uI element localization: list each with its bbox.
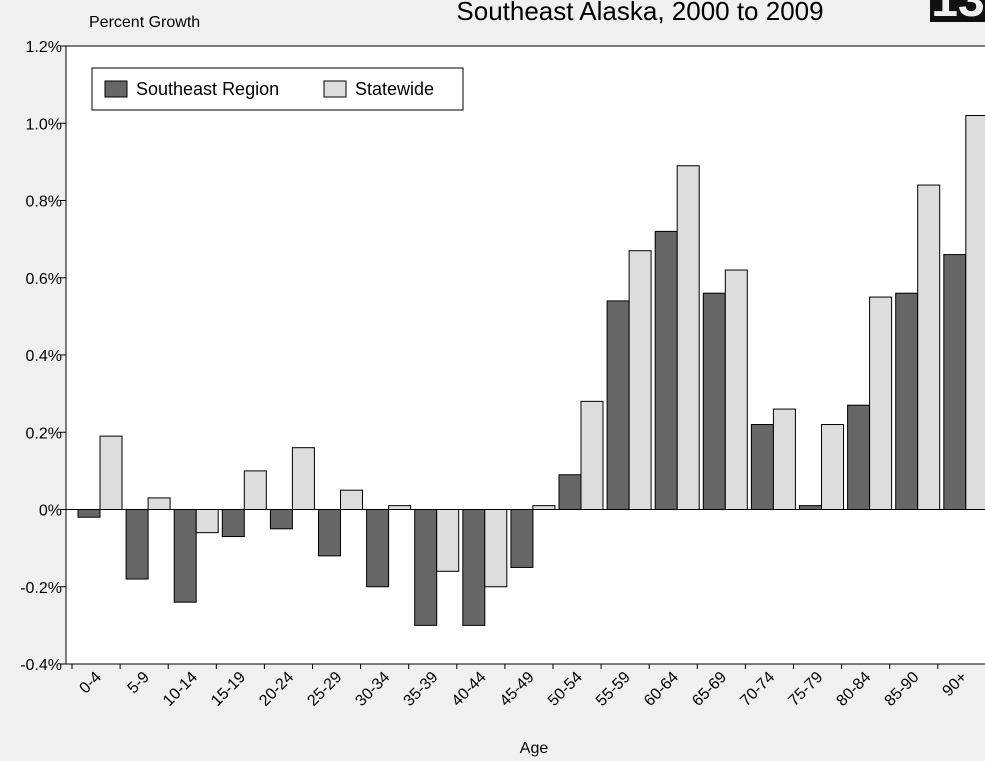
bars-group — [77, 115, 985, 626]
legend: Southeast Region Statewide — [91, 67, 464, 111]
x-tick-label: 50-54 — [545, 669, 586, 710]
legend-box — [91, 67, 464, 111]
page-badge-number: 13 — [931, 0, 984, 27]
bar-statewide-0-4 — [99, 435, 123, 510]
bar-southeast-50-54 — [558, 474, 582, 510]
bar-statewide-50-54 — [580, 400, 604, 511]
bar-southeast-5-9 — [125, 509, 149, 580]
bar-southeast-40-44 — [462, 509, 486, 626]
x-tick-label: 35-39 — [401, 669, 442, 710]
x-tick-label: 30-34 — [352, 669, 393, 710]
y-tick-label: -0.2% — [20, 580, 62, 597]
y-tick-label: 0% — [39, 503, 62, 520]
x-tick-label: 60-64 — [641, 669, 682, 710]
x-tick-label: 85-90 — [882, 669, 923, 710]
x-tick-label: 5-9 — [125, 669, 153, 697]
y-tick-label: 1.2% — [26, 39, 62, 56]
bar-statewide-40-44 — [484, 509, 508, 588]
bar-southeast-75-79 — [799, 505, 822, 511]
x-axis-title: Age — [520, 740, 549, 757]
y-tick-label: 0.8% — [26, 194, 62, 211]
bar-southeast-25-29 — [318, 509, 341, 557]
y-tick-label: -0.4% — [20, 657, 62, 674]
x-tick-label: 25-29 — [304, 669, 345, 710]
legend-label-statewide: Statewide — [355, 79, 434, 99]
bar-statewide-10-14 — [195, 509, 219, 534]
x-axis-ticks: 0-4 5-9 10-14 15-19 20-24 25-29 30-34 35-39 40-4… — [71, 664, 971, 710]
bar-statewide-70-74 — [772, 408, 796, 511]
x-tick-label: 70-74 — [737, 669, 778, 710]
x-tick-label: 20-24 — [256, 669, 297, 710]
x-tick-label: 0-4 — [76, 669, 104, 697]
x-tick-label: 65-69 — [689, 669, 730, 710]
bar-southeast-85-90 — [895, 292, 919, 511]
bar-statewide-25-29 — [340, 489, 363, 510]
x-tick-label: 75-79 — [785, 669, 826, 710]
legend-swatch-southeast — [104, 80, 128, 98]
x-tick-label: 90+ — [939, 669, 970, 700]
x-tick-label: 45-49 — [497, 669, 538, 710]
y-axis-title: Percent Growth — [89, 14, 200, 31]
y-axis-ticks: 1.2% 1.0% 0.8% 0.6% 0.4% 0.2% 0% -0.2% -0.4% — [20, 39, 66, 674]
x-tick-label: 55-59 — [593, 669, 634, 710]
x-tick-label: 40-44 — [449, 669, 490, 710]
bar-statewide-15-19 — [243, 470, 267, 510]
bar-statewide-60-64 — [676, 165, 700, 511]
bar-southeast-10-14 — [173, 509, 197, 603]
x-tick-label: 80-84 — [833, 669, 874, 710]
bar-statewide-35-39 — [436, 509, 460, 572]
bar-southeast-15-19 — [221, 509, 245, 538]
y-tick-label: 1.0% — [26, 116, 62, 133]
bar-statewide-30-34 — [388, 505, 412, 511]
bar-southeast-70-74 — [750, 424, 774, 510]
bar-southeast-80-84 — [847, 404, 871, 510]
bar-southeast-20-24 — [269, 509, 293, 530]
legend-label-southeast: Southeast Region — [136, 79, 279, 99]
plot-area — [65, 45, 985, 665]
bar-statewide-75-79 — [821, 424, 844, 510]
bar-southeast-60-64 — [654, 230, 678, 510]
bar-statewide-5-9 — [147, 497, 171, 511]
bar-southeast-30-34 — [366, 509, 390, 588]
x-tick-label: 10-14 — [160, 669, 201, 710]
bar-southeast-0-4 — [77, 509, 101, 518]
bar-statewide-90+ — [965, 115, 985, 511]
page-badge: 13 — [930, 0, 985, 27]
bar-statewide-80-84 — [869, 296, 893, 510]
y-tick-label: 0.6% — [26, 271, 62, 288]
bar-southeast-65-69 — [702, 292, 726, 511]
x-tick-label: 15-19 — [208, 669, 249, 710]
bar-statewide-55-59 — [628, 250, 652, 510]
y-tick-label: 0.4% — [26, 348, 62, 365]
bar-statewide-45-49 — [532, 505, 556, 511]
bar-statewide-65-69 — [724, 269, 748, 510]
y-tick-label: 0.2% — [26, 425, 62, 442]
chart-title: Southeast Alaska, 2000 to 2009 — [456, 0, 823, 26]
bar-southeast-55-59 — [606, 300, 630, 510]
bar-statewide-85-90 — [917, 184, 941, 511]
bar-southeast-90+ — [943, 254, 967, 510]
bar-statewide-20-24 — [291, 447, 315, 511]
bar-southeast-45-49 — [510, 509, 534, 568]
legend-swatch-statewide — [323, 80, 347, 98]
bar-southeast-35-39 — [414, 509, 438, 626]
